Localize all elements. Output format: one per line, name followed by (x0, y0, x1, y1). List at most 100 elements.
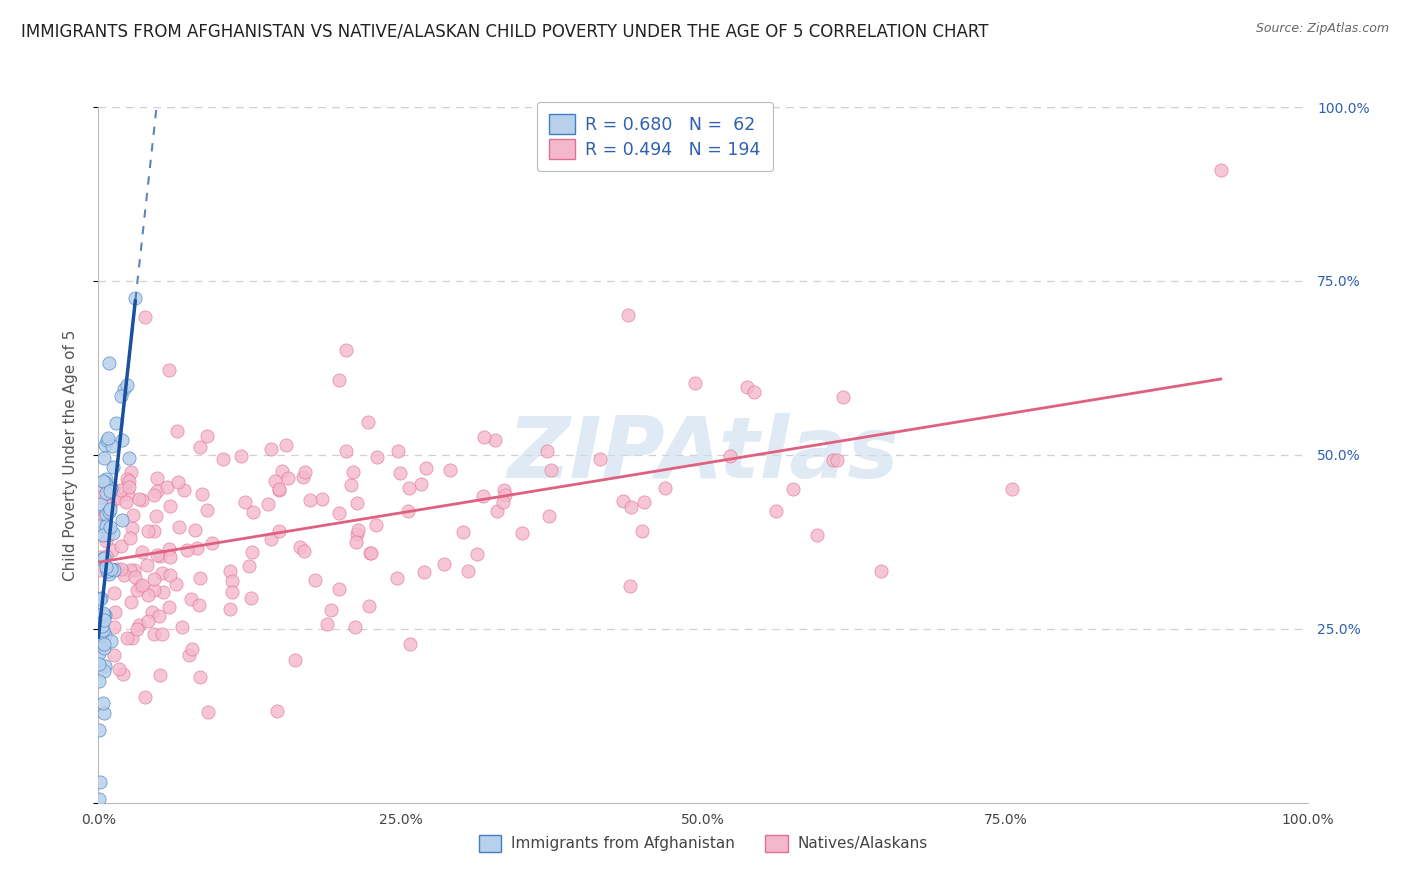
Point (120, 564, 142, 578)
Point (242, 505, 264, 519)
Point (111, 433, 134, 447)
Point (118, 480, 141, 494)
Point (98, 504, 121, 518)
Point (111, 514, 134, 528)
Point (90, 637, 112, 651)
Point (200, 536, 222, 550)
Point (267, 483, 290, 497)
Point (136, 588, 159, 602)
Point (146, 484, 169, 499)
Point (184, 523, 207, 537)
Point (121, 508, 143, 522)
Point (93, 706, 115, 721)
Point (831, 390, 853, 404)
Point (492, 495, 515, 509)
Point (146, 549, 169, 563)
Point (619, 579, 641, 593)
Point (157, 542, 180, 557)
Point (342, 465, 364, 479)
Point (735, 380, 758, 394)
Point (136, 558, 159, 572)
Point (195, 428, 218, 442)
Point (266, 704, 288, 718)
Point (100, 501, 122, 516)
Point (492, 483, 515, 497)
Point (89, 563, 111, 577)
Point (195, 502, 218, 516)
Point (89, 657, 111, 672)
Point (181, 642, 204, 657)
Point (93, 475, 115, 489)
Point (148, 609, 170, 624)
Point (131, 493, 153, 508)
Point (328, 373, 350, 387)
Point (537, 508, 560, 523)
Text: ZIPAtlas: ZIPAtlas (508, 413, 898, 497)
Point (93, 551, 115, 566)
Point (589, 452, 612, 467)
Point (134, 690, 156, 704)
Point (97, 356, 120, 370)
Point (290, 540, 312, 554)
Point (173, 483, 195, 497)
Point (111, 666, 134, 681)
Point (100, 481, 122, 495)
Point (451, 524, 474, 539)
Point (157, 363, 180, 377)
Point (93, 659, 115, 673)
Point (142, 627, 165, 641)
Point (328, 506, 350, 520)
Point (439, 463, 461, 477)
Point (146, 471, 169, 485)
Point (180, 591, 202, 606)
Point (94, 628, 117, 642)
Point (633, 494, 655, 508)
Point (93, 609, 115, 624)
Point (134, 310, 156, 325)
Point (94, 560, 117, 574)
Point (104, 605, 127, 619)
Point (257, 496, 280, 510)
Point (188, 440, 211, 454)
Point (131, 578, 153, 592)
Point (299, 493, 322, 508)
Point (319, 602, 342, 616)
Point (142, 573, 165, 587)
Point (141, 605, 163, 619)
Point (385, 571, 408, 585)
Point (90, 618, 112, 632)
Point (238, 559, 260, 574)
Point (172, 620, 194, 634)
Point (136, 615, 159, 629)
Point (110, 483, 132, 497)
Point (115, 494, 138, 508)
Point (806, 528, 828, 542)
Point (176, 542, 198, 557)
Point (631, 524, 654, 538)
Point (388, 466, 411, 480)
Point (104, 491, 127, 506)
Point (339, 477, 361, 491)
Point (93, 641, 115, 656)
Point (387, 443, 409, 458)
Point (357, 416, 380, 430)
Point (94, 607, 117, 622)
Point (457, 565, 479, 579)
Point (260, 442, 283, 456)
Point (159, 567, 181, 582)
Point (100, 542, 122, 557)
Point (101, 482, 124, 496)
Point (89, 591, 111, 606)
Point (120, 531, 142, 545)
Point (87, 518, 110, 533)
Point (117, 631, 139, 645)
Point (100, 634, 122, 648)
Point (143, 583, 166, 598)
Point (96, 564, 118, 578)
Point (346, 527, 368, 541)
Point (115, 472, 138, 486)
Point (188, 571, 211, 585)
Point (103, 586, 125, 600)
Text: Source: ZipAtlas.com: Source: ZipAtlas.com (1256, 22, 1389, 36)
Point (103, 620, 125, 634)
